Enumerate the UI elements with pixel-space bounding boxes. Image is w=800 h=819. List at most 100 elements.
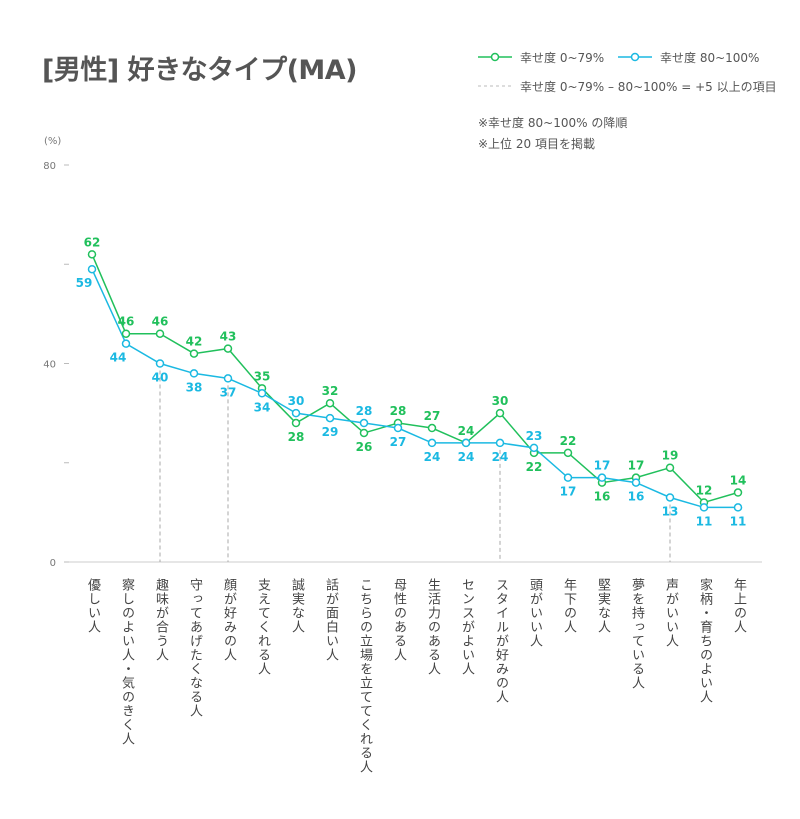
note-top20: ※上位 20 項目を掲載 bbox=[478, 137, 595, 151]
data-point bbox=[733, 488, 743, 497]
data-label: 59 bbox=[76, 276, 93, 290]
data-point bbox=[291, 408, 301, 418]
series-line-b bbox=[91, 268, 738, 509]
data-point bbox=[87, 264, 97, 274]
data-label: 44 bbox=[110, 351, 127, 365]
data-point bbox=[325, 398, 335, 408]
data-point bbox=[291, 418, 301, 428]
x-category-label: 話が面白い人 bbox=[323, 578, 338, 662]
x-category-label: 家柄・育ちのよい人 bbox=[697, 578, 712, 704]
data-point bbox=[393, 423, 403, 433]
y-tick-label: 40 bbox=[43, 360, 56, 371]
data-point bbox=[359, 428, 369, 438]
data-point bbox=[325, 413, 335, 423]
x-category-label: 察しのよい人・気のきく人 bbox=[119, 578, 134, 746]
data-label: 26 bbox=[356, 440, 373, 454]
data-point bbox=[563, 473, 573, 482]
data-label: 46 bbox=[118, 315, 135, 329]
x-category-label: 声がいい人 bbox=[663, 578, 678, 648]
data-point bbox=[155, 329, 165, 338]
data-point bbox=[189, 349, 199, 358]
chart-title: [男性] 好きなタイプ(MA) bbox=[42, 55, 358, 86]
x-category-label: 優しい人 bbox=[85, 578, 100, 634]
data-point bbox=[257, 389, 267, 398]
legend-label-dashed: 幸せ度 0~79% – 80~100% = +5 以上の項目 bbox=[520, 80, 777, 94]
x-category-label: 支えてくれる人 bbox=[255, 578, 270, 676]
data-point bbox=[495, 438, 505, 448]
legend-marker-a bbox=[490, 52, 500, 62]
data-point bbox=[563, 448, 573, 458]
data-label: 17 bbox=[594, 459, 611, 473]
data-label: 46 bbox=[152, 315, 169, 329]
data-point bbox=[121, 339, 131, 348]
data-point bbox=[121, 329, 131, 338]
data-label: 24 bbox=[458, 450, 475, 464]
data-point bbox=[461, 438, 471, 448]
data-label: 29 bbox=[322, 425, 339, 439]
data-label: 27 bbox=[424, 409, 441, 423]
data-point bbox=[597, 473, 607, 482]
legend-label-a: 幸せ度 0~79% bbox=[520, 51, 605, 65]
x-category-label: 生活力のある人 bbox=[425, 578, 440, 676]
y-axis-unit: (%) bbox=[44, 136, 62, 147]
x-category-label: 誠実な人 bbox=[289, 578, 304, 634]
x-category-label: 顔が好みの人 bbox=[221, 578, 236, 662]
data-point bbox=[223, 374, 233, 383]
data-point bbox=[189, 369, 199, 378]
x-category-label: 趣味が合う人 bbox=[153, 578, 168, 662]
x-category-label: 堅実な人 bbox=[595, 578, 610, 634]
data-label: 37 bbox=[220, 385, 237, 399]
data-label: 42 bbox=[186, 335, 203, 349]
data-label: 24 bbox=[492, 450, 509, 464]
note-sort: ※幸せ度 80~100% の降順 bbox=[478, 116, 628, 130]
data-point bbox=[427, 423, 437, 433]
data-label: 12 bbox=[696, 483, 713, 497]
data-label: 34 bbox=[254, 400, 271, 414]
data-label: 62 bbox=[84, 235, 101, 249]
y-tick-label: 80 bbox=[43, 161, 56, 172]
data-label: 22 bbox=[526, 460, 543, 474]
data-label: 38 bbox=[186, 380, 203, 394]
data-label: 28 bbox=[390, 404, 407, 418]
data-point bbox=[699, 503, 709, 512]
data-point bbox=[665, 463, 675, 472]
data-label: 28 bbox=[356, 404, 373, 418]
data-point bbox=[87, 250, 97, 259]
data-label: 40 bbox=[152, 371, 169, 385]
x-category-label: センスがよい人 bbox=[459, 578, 474, 676]
data-label: 43 bbox=[220, 330, 237, 344]
legend-marker-b bbox=[630, 52, 640, 62]
data-label: 17 bbox=[628, 459, 645, 473]
data-label: 11 bbox=[730, 514, 747, 528]
x-category-label: 夢を持っている人 bbox=[629, 578, 644, 690]
data-label: 23 bbox=[526, 429, 543, 443]
data-point bbox=[359, 418, 369, 428]
data-point bbox=[631, 478, 641, 487]
data-label: 13 bbox=[662, 504, 679, 518]
x-category-label: 年上の人 bbox=[731, 578, 746, 634]
data-point bbox=[495, 408, 505, 418]
data-point bbox=[733, 503, 743, 512]
series-line-a bbox=[91, 254, 739, 504]
data-label: 28 bbox=[288, 430, 305, 444]
data-label: 19 bbox=[662, 449, 679, 463]
legend-label-b: 幸せ度 80~100% bbox=[660, 51, 760, 65]
data-point bbox=[427, 438, 437, 448]
y-tick-label: 0 bbox=[50, 558, 56, 569]
data-label: 16 bbox=[594, 490, 611, 504]
data-label: 35 bbox=[254, 369, 271, 383]
data-label: 16 bbox=[628, 490, 645, 504]
data-label: 30 bbox=[288, 394, 305, 408]
data-point bbox=[155, 359, 165, 368]
data-label: 30 bbox=[492, 394, 509, 408]
x-category-label: スタイルが好みの人 bbox=[493, 578, 508, 704]
data-point bbox=[665, 493, 675, 502]
data-label: 27 bbox=[390, 435, 407, 449]
x-category-label: 守ってあげたくなる人 bbox=[187, 578, 202, 718]
x-category-label: こちらの立場を立ててくれる人 bbox=[357, 578, 372, 774]
data-point bbox=[529, 443, 539, 453]
data-label: 17 bbox=[560, 485, 577, 499]
